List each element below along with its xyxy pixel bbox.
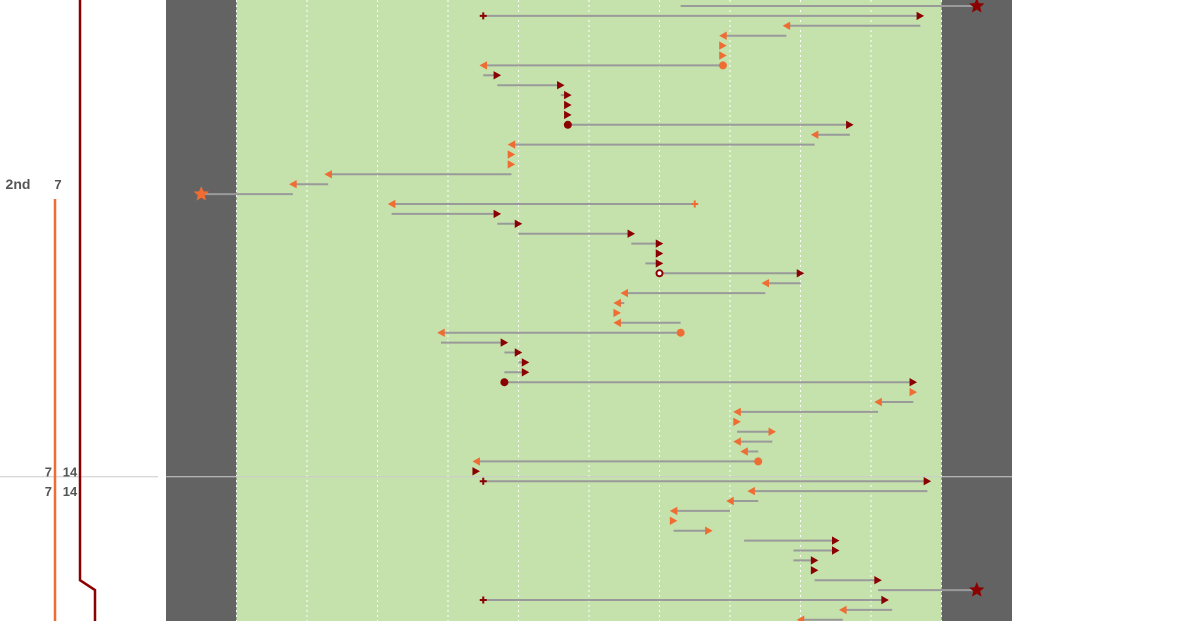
- play-end-marker-37: [521, 368, 530, 377]
- play-start-marker-6: [718, 61, 727, 70]
- play-end-marker-19: [193, 186, 209, 201]
- play-start-marker-20: [691, 200, 699, 208]
- play-end-marker-47: [472, 467, 480, 476]
- play-end-marker-13: [810, 130, 819, 139]
- play-end-marker-24: [655, 239, 664, 248]
- play-start-marker-27: [655, 269, 664, 278]
- play-end-marker-20: [387, 199, 396, 209]
- play-end-marker-32: [613, 318, 621, 327]
- play-end-marker-28: [761, 279, 769, 288]
- play-end-marker-1: [916, 11, 925, 21]
- play-end-marker-34: [500, 338, 509, 347]
- play-markers: [193, 0, 985, 621]
- play-end-marker-48: [923, 477, 932, 486]
- play-start-marker-38: [500, 378, 509, 387]
- play-end-marker-60: [881, 595, 889, 605]
- endzone-right: [941, 0, 1012, 621]
- play-end-marker-27: [796, 269, 805, 278]
- play-end-marker-12: [846, 120, 854, 129]
- play-end-marker-16: [507, 160, 516, 169]
- play-end-marker-29: [620, 288, 628, 298]
- play-end-marker-17: [324, 170, 332, 179]
- play-end-marker-42: [733, 417, 741, 426]
- play-end-marker-31: [613, 308, 621, 318]
- score-label-0: 2nd: [6, 176, 31, 192]
- endzone-left: [166, 0, 237, 621]
- play-start-marker-1: [479, 12, 487, 20]
- score-label-4: 7: [45, 484, 52, 499]
- play-end-marker-14: [507, 140, 516, 149]
- play-end-marker-36: [521, 358, 530, 367]
- play-end-marker-51: [669, 506, 678, 516]
- play-end-marker-3: [719, 31, 727, 40]
- play-end-marker-6: [479, 61, 487, 70]
- play-end-marker-46: [472, 457, 480, 466]
- play-end-marker-9: [564, 90, 572, 100]
- play-end-marker-58: [874, 576, 882, 585]
- score-label-1: 7: [54, 177, 61, 192]
- play-end-marker-50: [726, 496, 734, 506]
- score-tracks: [53, 0, 97, 621]
- play-end-marker-18: [289, 180, 297, 189]
- play-end-marker-54: [832, 536, 840, 545]
- play-end-marker-10: [564, 100, 572, 110]
- play-end-marker-41: [733, 407, 741, 417]
- play-end-marker-7: [493, 71, 502, 80]
- play-end-marker-49: [747, 486, 755, 496]
- play-end-marker-38: [909, 378, 918, 387]
- play-end-marker-8: [557, 81, 565, 90]
- play-end-marker-39: [909, 387, 918, 397]
- play-start-marker-48: [479, 477, 487, 485]
- play-end-marker-40: [874, 397, 882, 407]
- score-label-3: 14: [63, 464, 78, 479]
- play-end-marker-25: [655, 249, 664, 258]
- play-end-marker-26: [655, 259, 664, 268]
- play-end-marker-23: [627, 229, 636, 238]
- play-end-marker-61: [839, 605, 847, 615]
- play-end-marker-53: [705, 526, 713, 535]
- play-end-marker-5: [719, 51, 727, 60]
- play-end-marker-43: [768, 427, 777, 436]
- play-end-marker-44: [733, 437, 741, 446]
- play-end-marker-21: [493, 209, 502, 219]
- play-end-marker-15: [507, 150, 516, 159]
- score-labels: 2nd 7 7 14 7 14: [6, 176, 78, 499]
- score-label-5: 14: [63, 484, 78, 499]
- play-end-marker-30: [613, 298, 621, 308]
- play-start-marker-46: [754, 457, 763, 466]
- play-end-marker-57: [810, 566, 819, 575]
- score-track-team-a: [78, 0, 97, 621]
- play-end-marker-0: [969, 0, 985, 13]
- play-end-marker-45: [740, 447, 748, 456]
- play-end-marker-59: [969, 582, 985, 597]
- play-end-marker-55: [832, 546, 840, 555]
- play-start-marker-60: [479, 596, 487, 604]
- play-end-marker-22: [514, 219, 523, 228]
- play-start-marker-33: [676, 328, 685, 337]
- play-start-marker-12: [563, 120, 572, 129]
- play-end-marker-33: [437, 328, 445, 337]
- play-end-marker-2: [782, 21, 791, 30]
- play-end-marker-52: [669, 516, 678, 525]
- football-field: [0, 0, 1012, 621]
- play-end-marker-62: [796, 615, 805, 621]
- play-end-marker-56: [810, 556, 819, 565]
- score-label-2: 7: [45, 464, 52, 479]
- play-end-marker-4: [719, 41, 727, 50]
- play-end-marker-11: [564, 110, 572, 120]
- play-end-marker-35: [514, 348, 523, 357]
